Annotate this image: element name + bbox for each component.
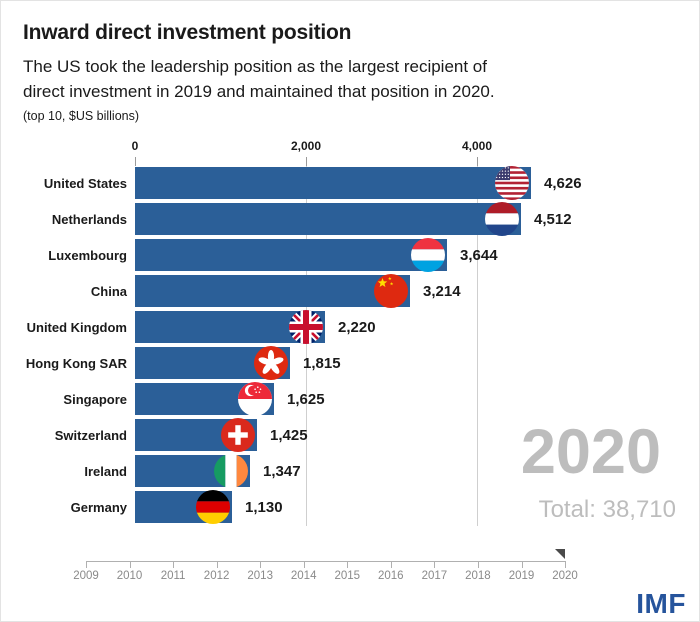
timeline-tick: [477, 561, 479, 568]
value-label: 4,626: [544, 174, 582, 192]
de-flag-icon: [196, 490, 230, 524]
subtitle-line-2: direct investment in 2019 and maintained…: [23, 82, 495, 101]
country-label: Switzerland: [54, 427, 127, 443]
timeline-tick: [521, 561, 523, 568]
us-flag-icon: [495, 166, 529, 200]
x-axis-tick-mark: [135, 157, 136, 166]
subtitle-line-1: The US took the leadership position as t…: [23, 57, 487, 76]
country-label: Singapore: [63, 391, 127, 407]
timeline-tick: [86, 561, 87, 568]
country-label: Hong Kong SAR: [25, 355, 127, 371]
timeline-year-label: 2017: [421, 570, 448, 582]
value-label: 1,625: [287, 390, 325, 408]
timeline-tick: [434, 561, 436, 568]
x-axis-tick-label: 4,000: [461, 139, 493, 153]
country-label: United Kingdom: [26, 319, 127, 335]
timeline-year-label: 2012: [203, 570, 230, 582]
value-bar: [135, 274, 410, 308]
value-label: 3,644: [460, 246, 498, 264]
timeline-tick: [347, 561, 349, 568]
timeline-year-label: 2019: [508, 570, 535, 582]
timeline-year-label: 2009: [73, 570, 99, 582]
gridline: [477, 166, 478, 526]
value-bar: [135, 346, 290, 380]
value-label: 2,220: [338, 318, 376, 336]
value-bar: [135, 238, 447, 272]
timeline-year-label: 2014: [290, 570, 317, 582]
country-label: Netherlands: [51, 211, 127, 227]
value-label: 3,214: [423, 282, 461, 300]
country-label: China: [90, 283, 127, 299]
bar-row: Germany 1,130: [1, 490, 699, 524]
bar-rows: United States 4,626 Netherlands 4,512 Luxemb…: [1, 166, 699, 527]
value-bar: [135, 202, 521, 236]
value-bar: [135, 166, 531, 200]
timeline-tick: [129, 561, 131, 568]
imf-logo: IMF: [636, 588, 686, 619]
timeline-tick: [303, 561, 305, 568]
timeline-tick: [173, 561, 175, 568]
nl-flag-icon: [485, 202, 519, 236]
bar-row: Luxembourg 3,644: [1, 238, 699, 272]
value-bar: [135, 382, 274, 416]
chart-title: Inward direct investment position: [23, 21, 352, 44]
country-label: Germany: [70, 499, 127, 515]
bar-row: United Kingdom 2,220: [1, 310, 699, 344]
timeline-tick: [216, 561, 218, 568]
timeline-tick: [260, 561, 262, 568]
ch-flag-icon: [221, 418, 255, 452]
bar-row: Ireland 1,347: [1, 454, 699, 488]
gridline: [306, 166, 307, 526]
timeline-year-label: 2015: [334, 570, 361, 582]
x-axis-tick-mark: [477, 157, 478, 166]
timeline-year-label: 2020: [552, 570, 578, 582]
lu-flag-icon: [411, 238, 445, 272]
bar-row: Netherlands 4,512: [1, 202, 699, 236]
value-label: 1,815: [303, 354, 341, 372]
value-bar: [135, 490, 232, 524]
chart-subtitle: The US took the leadership position as t…: [23, 54, 495, 104]
chart-unit-note: (top 10, $US billions): [23, 109, 140, 123]
value-bar: [135, 454, 250, 488]
ie-flag-icon: [214, 454, 248, 488]
bar-row: China 3,214: [1, 274, 699, 308]
value-label: 4,512: [534, 210, 572, 228]
country-label: Luxembourg: [48, 247, 127, 263]
value-label: 1,130: [245, 498, 283, 516]
timeline-tick: [390, 561, 392, 568]
value-bar: [135, 310, 325, 344]
sg-flag-icon: [238, 382, 272, 416]
bar-row: United States 4,626: [1, 166, 699, 200]
timeline-tick: [565, 561, 566, 568]
x-axis-tick-label: 2,000: [290, 139, 322, 153]
bar-row: Singapore 1,625: [1, 382, 699, 416]
cn-flag-icon: [374, 274, 408, 308]
timeline-year-label: 2013: [247, 570, 273, 582]
country-label: Ireland: [84, 463, 127, 479]
x-axis-tick-mark: [306, 157, 307, 166]
timeline-year-label: 2016: [378, 570, 404, 582]
value-bar: [135, 418, 257, 452]
country-label: United States: [43, 175, 127, 191]
uk-flag-icon: [289, 310, 323, 344]
hk-flag-icon: [254, 346, 288, 380]
timeline-line: [86, 561, 565, 562]
value-label: 1,425: [270, 426, 308, 444]
timeline-year-label: 2018: [465, 570, 491, 582]
watermark-year: 2020: [520, 417, 661, 487]
bar-row: Switzerland 1,425: [1, 418, 699, 452]
value-label: 1,347: [263, 462, 301, 480]
watermark-total: Total: 38,710: [538, 496, 676, 523]
bar-row: Hong Kong SAR 1,815: [1, 346, 699, 380]
timeline-year-label: 2011: [160, 570, 186, 582]
x-axis-tick-label: 0: [131, 139, 139, 153]
timeline-year-label: 2010: [116, 570, 143, 582]
timeline-position-marker: [555, 549, 565, 559]
